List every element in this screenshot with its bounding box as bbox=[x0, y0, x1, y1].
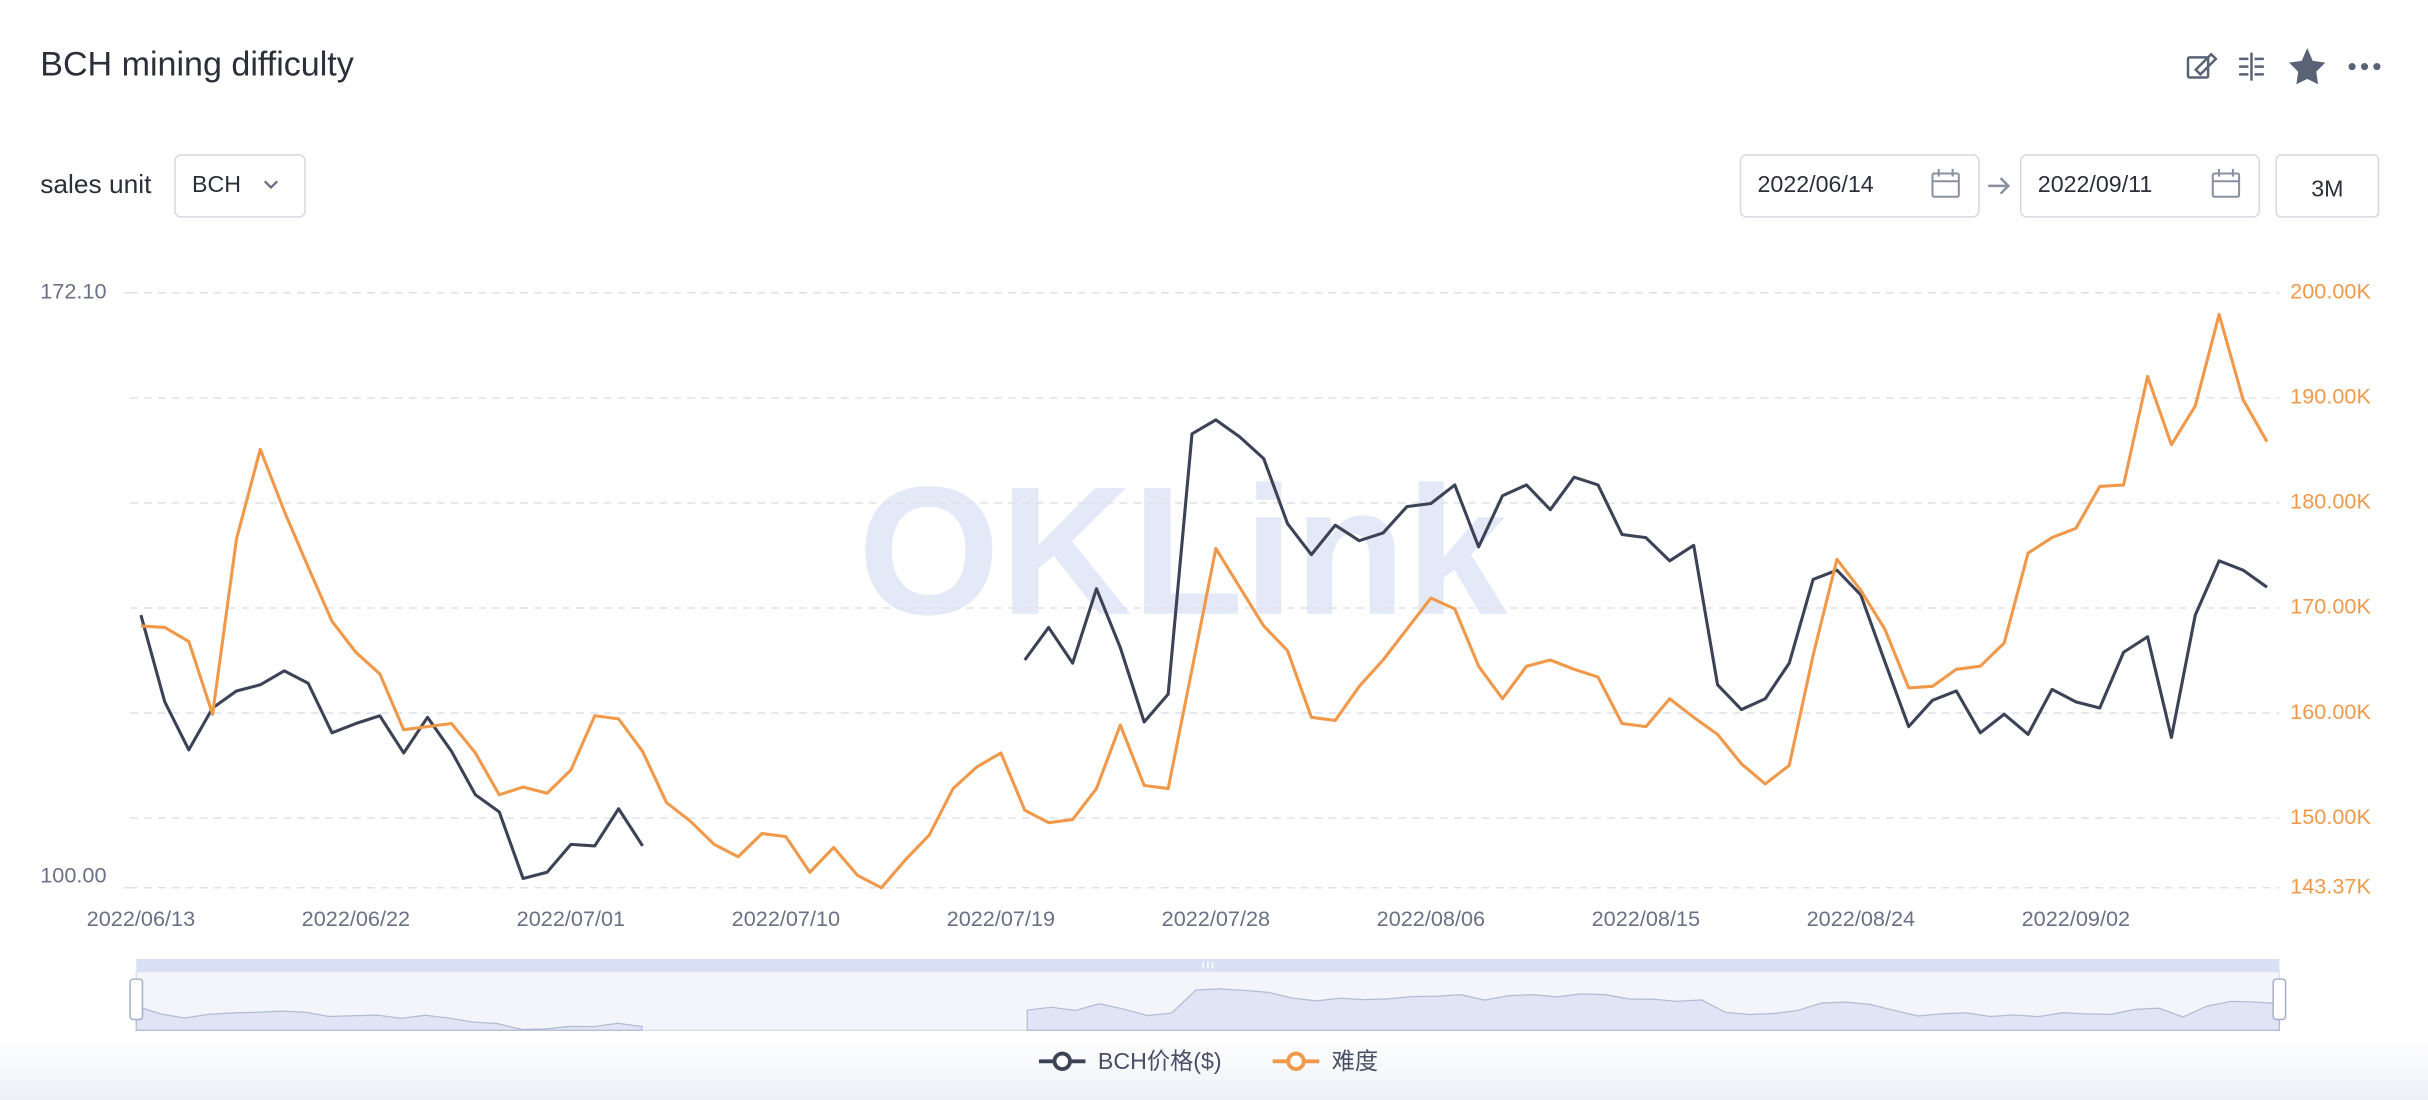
edit-icon[interactable] bbox=[2186, 52, 2218, 79]
favorite-icon[interactable] bbox=[2289, 47, 2326, 85]
legend-item[interactable]: 难度 bbox=[1272, 1048, 1378, 1074]
end-date: 2022/09/11 bbox=[2038, 171, 2152, 197]
y2-tick-label: 200.00K bbox=[2290, 279, 2371, 304]
compare-icon[interactable] bbox=[2239, 52, 2264, 81]
series-line bbox=[140, 312, 2269, 890]
zoom-preview bbox=[1026, 988, 2280, 1031]
series-line bbox=[139, 418, 2268, 880]
y-tick-label: 100.00 bbox=[40, 863, 106, 888]
more-icon[interactable] bbox=[2348, 63, 2381, 71]
x-tick-label: 2022/08/06 bbox=[1377, 906, 1485, 931]
end-date-input[interactable] bbox=[2019, 154, 2260, 218]
x-tick-label: 2022/08/15 bbox=[1592, 906, 1700, 931]
range-arrow bbox=[1988, 177, 2011, 195]
footer-fade bbox=[0, 1038, 2428, 1100]
y2-tick-label: 190.00K bbox=[2290, 384, 2371, 409]
unit-select[interactable] bbox=[174, 154, 306, 218]
y2-tick-label: 150.00K bbox=[2290, 804, 2371, 829]
y2-tick-label: 160.00K bbox=[2290, 699, 2371, 724]
range-label: 3M bbox=[2311, 176, 2343, 202]
chevron bbox=[263, 180, 278, 190]
x-tick-label: 2022/07/01 bbox=[517, 906, 625, 931]
x-tick-label: 2022/07/19 bbox=[947, 906, 1055, 931]
legend-label: BCH价格($) bbox=[1098, 1048, 1222, 1074]
x-tick-label: 2022/06/13 bbox=[87, 906, 195, 931]
calendar-icon bbox=[2211, 168, 2241, 198]
zoom-handle[interactable] bbox=[129, 978, 144, 1021]
calendar-icon bbox=[1931, 168, 1960, 198]
y2-tick-label: 143.37K bbox=[2290, 873, 2371, 898]
legend-item[interactable]: BCH价格($) bbox=[1039, 1048, 1222, 1074]
legend-marker bbox=[1286, 1051, 1306, 1071]
x-tick-label: 2022/07/28 bbox=[1162, 906, 1270, 931]
y2-tick-label: 180.00K bbox=[2290, 489, 2371, 514]
range-button[interactable] bbox=[2275, 154, 2380, 218]
unit-label: sales unit bbox=[40, 169, 152, 199]
x-tick-label: 2022/06/22 bbox=[302, 906, 410, 931]
chart-title: BCH mining difficulty bbox=[40, 46, 354, 84]
toolbar bbox=[2186, 47, 2381, 85]
y2-tick-label: 170.00K bbox=[2290, 594, 2371, 619]
x-tick-label: 2022/09/02 bbox=[2022, 906, 2130, 931]
zoom-handle[interactable] bbox=[2272, 978, 2287, 1021]
x-tick-label: 2022/07/10 bbox=[732, 906, 840, 931]
x-tick-label: 2022/08/24 bbox=[1807, 906, 1915, 931]
start-date-input[interactable] bbox=[1739, 154, 1980, 218]
legend-marker bbox=[1052, 1051, 1072, 1071]
start-date: 2022/06/14 bbox=[1758, 171, 1874, 197]
unit-value: BCH bbox=[192, 171, 241, 197]
y-tick-label: 172.10 bbox=[40, 279, 106, 304]
legend-label: 难度 bbox=[1332, 1048, 1378, 1074]
zoom-grip bbox=[1202, 962, 1214, 969]
zoom-preview bbox=[135, 1005, 643, 1031]
